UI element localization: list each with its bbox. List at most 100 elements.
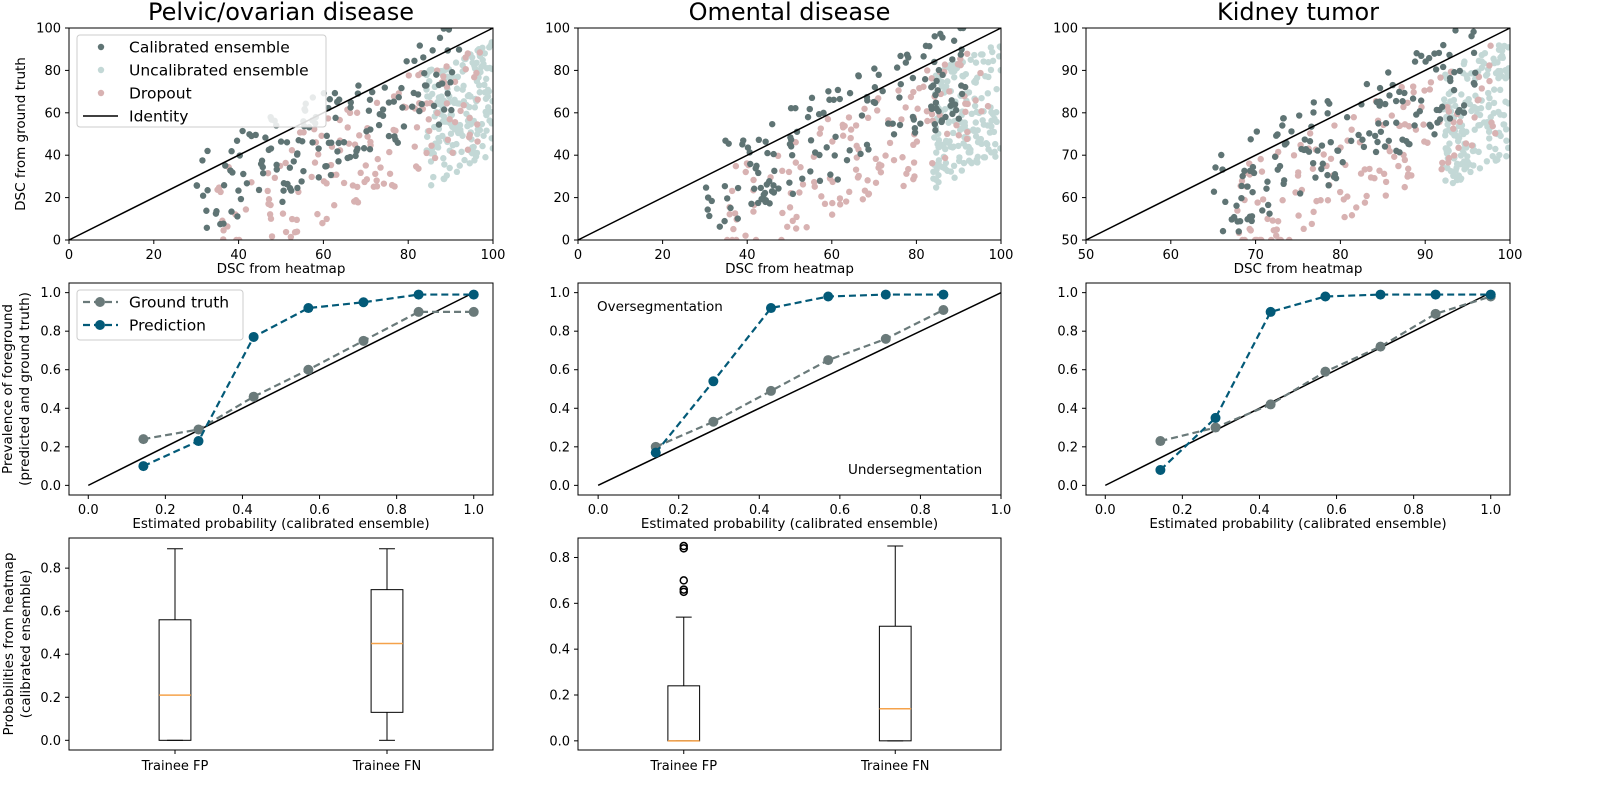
scatter-point-dropout [271,174,279,182]
scatter-point-dropout [440,73,447,80]
y-tick-label: 0.0 [549,479,570,494]
scatter-point-dropout [962,108,969,116]
scatter-point-calibrated [807,168,814,175]
series-point-ground-truth [1155,436,1166,447]
scatter-point-calibrated [1399,136,1406,143]
scatter-point-dropout [1474,97,1481,104]
x-tick-label: 60 [824,248,841,263]
scatter-point-uncalibrated [978,94,985,102]
scatter-point-calibrated [1381,143,1389,150]
scatter-point-calibrated [315,174,322,181]
scatter-point-calibrated [229,169,236,176]
scatter-point-dropout [264,169,272,177]
legend-label: Dropout [129,85,192,103]
y-tick-label: 60 [553,106,570,121]
scatter-point-uncalibrated [1460,60,1468,68]
scatter-point-calibrated [1280,115,1287,122]
series-point-prediction [248,331,259,342]
scatter-point-calibrated [355,82,362,89]
scatter-point-calibrated [1238,194,1245,202]
scatter-point-calibrated [909,113,917,121]
scatter-point-uncalibrated [960,159,968,167]
scatter-point-calibrated [808,94,816,102]
scatter-point-uncalibrated [985,59,992,66]
scatter-point-dropout [890,156,898,164]
scatter-point-dropout [797,164,804,171]
scatter-point-dropout [474,138,481,145]
box-flier [679,576,688,585]
scatter-point-dropout [793,213,800,221]
scatter-point-calibrated [879,87,886,95]
y-tick-label: 0.2 [1057,440,1078,455]
scatter-point-dropout [859,196,867,203]
scatter-point-dropout [460,102,467,109]
scatter-point-uncalibrated [1504,144,1510,152]
scatter-point-calibrated [1432,66,1440,73]
scatter-point-calibrated [228,148,235,155]
scatter-point-dropout [1451,152,1458,159]
scatter-point-calibrated [239,127,246,135]
scatter-point-dropout [1367,174,1375,181]
x-tick-label: 0 [65,248,73,263]
scatter-point-calibrated [933,77,940,85]
scatter-point-dropout [1327,155,1335,162]
scatter-point-calibrated [734,184,742,192]
series-point-prediction [1265,306,1276,317]
scatter-point-uncalibrated [961,119,968,126]
series-point-prediction [650,447,661,458]
panel-title: Kidney tumor [1217,0,1379,26]
scatter-point-dropout [1455,144,1462,151]
scatter-point-dropout [1348,212,1356,219]
scatter-point-calibrated [445,28,453,33]
scatter-point-dropout [449,149,456,156]
x-tick-label: 80 [400,248,417,263]
scatter-point-uncalibrated [430,173,437,181]
x-axis-label: DSC from heatmap [725,261,854,277]
scatter-point-calibrated [897,52,904,60]
scatter-point-calibrated [283,139,291,146]
scatter-point-dropout [900,182,907,190]
scatter-point-calibrated [1460,109,1468,116]
x-tick-label: 0.2 [1172,503,1193,518]
scatter-point-calibrated [262,134,269,141]
scatter-point-uncalibrated [452,59,460,66]
x-axis-label: Estimated probability (calibrated ensemb… [132,516,429,532]
scatter-point-uncalibrated [482,154,489,161]
scatter-point-calibrated [1409,95,1417,102]
y-tick-label: 50 [1061,234,1078,249]
scatter-point-calibrated [755,136,763,144]
scatter-point-dropout [1404,171,1412,178]
scatter-point-uncalibrated [471,104,479,111]
scatter-point-uncalibrated [1486,94,1493,102]
scatter-point-dropout [1486,62,1493,69]
scatter-point-dropout [1252,236,1259,240]
scatter-point-calibrated [204,147,211,155]
scatter-point-dropout [1308,220,1316,228]
scatter-point-dropout [374,155,381,163]
scatter-point-uncalibrated [466,160,473,167]
y-axis-label: Probabilities from heatmap(calibrated en… [1,553,34,736]
scatter-point-dropout [392,127,399,134]
scatter-point-uncalibrated [461,156,468,164]
series-point-prediction [138,461,149,472]
scatter-point-dropout [357,169,364,177]
scatter-point-dropout [1257,155,1264,163]
scatter-point-uncalibrated [1467,168,1474,176]
scatter-point-calibrated [1411,58,1419,65]
series-point-prediction [1155,464,1166,475]
scatter-point-dropout [1382,192,1389,199]
y-tick-label: 20 [553,191,570,206]
scatter-point-calibrated [1296,190,1304,197]
scatter-point-calibrated [327,171,335,179]
scatter-point-dropout [895,87,902,94]
scatter-point-calibrated [932,127,939,134]
scatter-point-uncalibrated [1483,158,1491,165]
scatter-point-dropout [910,88,917,96]
scatter-point-calibrated [1274,131,1281,138]
x-tick-label: 0.0 [78,503,99,518]
series-point-prediction [468,289,479,300]
y-tick-label: 0 [562,234,570,249]
scatter-point-dropout [750,176,757,184]
scatter-point-uncalibrated [1503,74,1510,81]
box-flier [679,541,688,551]
